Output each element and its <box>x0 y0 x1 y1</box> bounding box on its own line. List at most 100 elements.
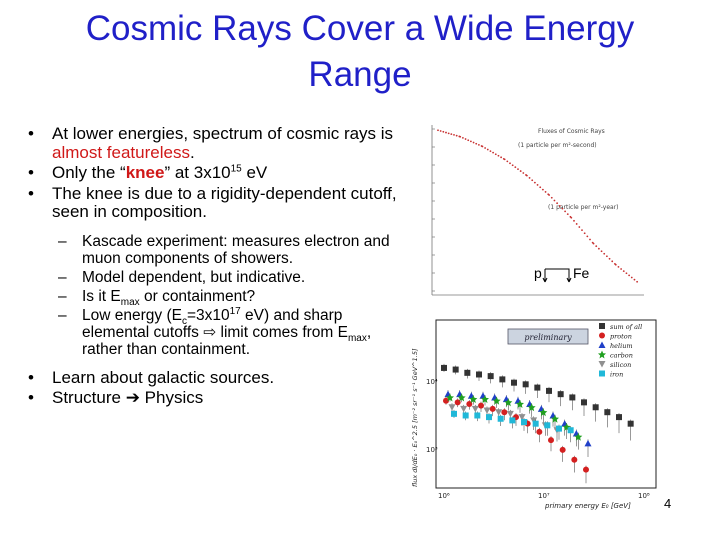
spectrum-point <box>519 170 522 172</box>
bullet-2-highlight: knee <box>125 163 165 182</box>
spectrum-point <box>544 191 547 193</box>
kascade-point-silicon <box>495 409 503 416</box>
iron-label: Fe <box>573 265 590 281</box>
kascade-point-silicon <box>506 410 514 418</box>
bullet-marker: • <box>28 163 34 182</box>
sub-bullet-4-exponent: 17 <box>229 305 241 317</box>
sub-bullet-4-a: Low energy (E <box>82 306 182 324</box>
kascade-xtick-2: 10⁷ <box>538 492 550 500</box>
spectrum-point <box>617 265 620 268</box>
spectrum-point <box>589 238 591 241</box>
kascade-point-proton <box>536 428 543 435</box>
page-number: 4 <box>664 496 672 511</box>
spectrum-point <box>592 242 595 245</box>
spectrum-point <box>573 219 575 222</box>
sub-bullet-1-text: Kascade experiment: measures electron an… <box>82 232 390 267</box>
spectrum-point <box>630 276 633 279</box>
kascade-point-iron <box>556 425 562 432</box>
kascade-point-carbon <box>551 414 559 423</box>
spectrum-point <box>541 188 544 191</box>
kascade-point-iron <box>497 415 504 422</box>
sub-bullet-4-sub-c: c <box>181 315 187 327</box>
spectrum-point <box>494 153 497 156</box>
spectrum-point <box>503 158 506 161</box>
kascade-point-carbon <box>539 408 548 417</box>
bullet-2-end: eV <box>241 163 268 182</box>
spectrum-data <box>437 129 639 283</box>
kascade-point-carbon <box>446 393 454 402</box>
spectrum-point <box>450 133 453 136</box>
spectrum-point <box>625 272 628 275</box>
bullet-list: • At lower energies, spectrum of cosmic … <box>28 124 400 410</box>
spectrum-point <box>445 131 447 134</box>
kascade-point-sum-of-all <box>464 369 471 376</box>
kascade-point-sum-of-all <box>557 391 564 398</box>
kascade-point-iron <box>462 412 469 419</box>
spectrum-point <box>484 147 487 149</box>
bullet-item-2: • Only the “knee” at 3x1015 eV <box>28 163 400 183</box>
spectrum-point <box>464 138 467 140</box>
bullet-marker: • <box>28 124 34 143</box>
kascade-point-proton <box>478 402 484 409</box>
preliminary-badge <box>507 328 589 345</box>
kascade-xtick-3: 10⁸ <box>638 492 650 500</box>
spectrum-point <box>561 207 564 210</box>
legend-label-carbon: carbon <box>610 352 633 360</box>
kascade-point-silicon <box>483 407 491 415</box>
dash-marker: – <box>58 268 67 286</box>
spectrum-point <box>603 252 606 255</box>
bullet-2-text: Only the “ <box>52 163 126 182</box>
spectrum-point <box>578 226 581 228</box>
kascade-point-proton <box>489 405 496 412</box>
legend-marker-sum-of-all <box>599 323 605 329</box>
spectrum-point <box>533 181 536 184</box>
kascade-ylabel: flux dI/dE₀ · E₀^2.5 [m⁻² sr⁻¹ s⁻¹ GeV^1… <box>411 348 419 487</box>
spectrum-point <box>605 255 608 258</box>
sub-bullet-2: – Model dependent, but indicative. <box>28 269 400 286</box>
spectrum-point <box>442 130 445 133</box>
spectrum-point <box>475 142 478 145</box>
spectrum-point <box>489 150 492 153</box>
spectrum-title: Fluxes of Cosmic Rays <box>538 128 605 135</box>
kascade-point-iron <box>509 417 516 424</box>
spectrum-point <box>553 199 556 202</box>
spectrum-point <box>472 141 475 144</box>
spectrum-point <box>522 172 525 174</box>
spectrum-point <box>439 130 442 132</box>
sub-bullet-4: – Low energy (Ec=3x1017 eV) and sharp el… <box>28 305 400 358</box>
kascade-point-proton <box>454 399 461 406</box>
knee-bracket-icon <box>542 268 572 283</box>
kascade-ytick-1: 10⁴ <box>426 378 438 386</box>
kascade-point-iron <box>544 422 551 429</box>
spectrum-point <box>566 213 569 215</box>
spectrum-point <box>633 278 636 281</box>
bullet-4-text: Learn about galactic sources. <box>52 367 275 387</box>
kascade-point-iron <box>486 414 492 421</box>
spectrum-point <box>517 168 519 171</box>
spectrum-point <box>511 164 514 167</box>
kascade-point-sum-of-all <box>569 394 576 401</box>
bullet-item-4: • Learn about galactic sources. <box>28 367 400 388</box>
kascade-point-proton <box>571 456 578 463</box>
bullet-item-1: • At lower energies, spectrum of cosmic … <box>28 124 400 162</box>
kascade-point-sum-of-all <box>604 409 611 416</box>
kascade-point-proton <box>559 446 566 453</box>
spectrum-point <box>622 270 625 273</box>
title-line-1: Cosmic Rays Cover a Wide Energy <box>85 9 635 48</box>
legend-marker-helium <box>598 341 606 348</box>
kascade-point-proton <box>443 397 449 404</box>
dash-marker: – <box>58 306 67 324</box>
kascade-point-iron <box>532 420 539 427</box>
sub-bullet-4-c: eV) and sharp elemental cutoffs <box>82 306 343 341</box>
kascade-point-silicon <box>460 405 468 413</box>
kascade-point-helium <box>584 439 592 447</box>
kascade-point-sum-of-all <box>627 420 634 427</box>
spectrum-point <box>614 263 617 266</box>
spectrum-plot: Fluxes of Cosmic Rays (1 particle per m²… <box>398 117 650 302</box>
sub-bullet-4-b: =3x10 <box>186 306 230 324</box>
bullet-marker: • <box>28 183 34 203</box>
kascade-point-silicon <box>530 417 538 424</box>
spectrum-point <box>437 129 439 132</box>
sub-bullet-3: – Is it Emax or containment? <box>28 288 400 308</box>
